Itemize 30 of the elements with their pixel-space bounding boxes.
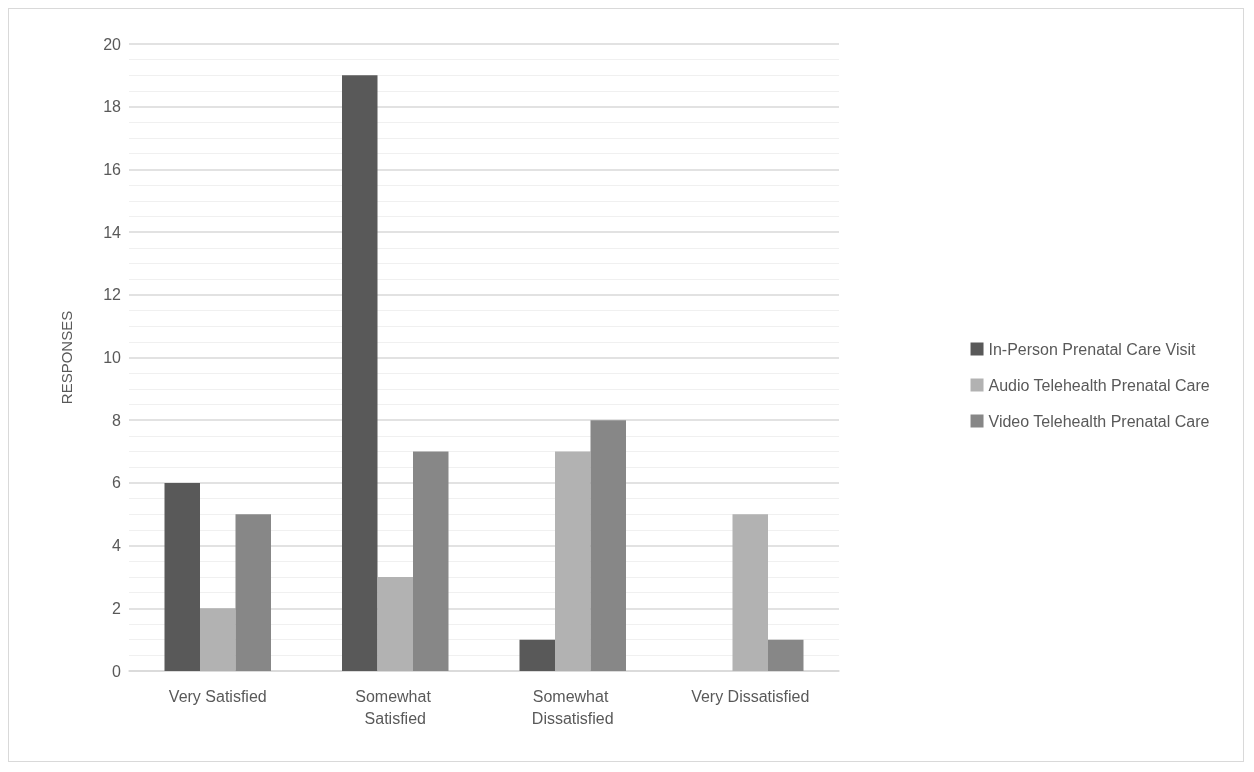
- y-tick-label: 12: [103, 286, 122, 304]
- bar: [200, 608, 236, 671]
- legend-label: Video Telehealth Prenatal Care: [988, 412, 1210, 430]
- x-tick-label: Very Satisfied: [168, 687, 267, 705]
- y-tick-label: 2: [112, 599, 122, 617]
- x-tick-label: Very Dissatisfied: [691, 687, 810, 705]
- y-axis-title: RESPONSES: [58, 310, 75, 405]
- y-tick-label: 10: [103, 349, 122, 366]
- y-tick-label: 20: [103, 35, 122, 53]
- y-tick-label: 4: [112, 537, 122, 555]
- bar: [342, 75, 378, 671]
- legend-label: In-Person Prenatal Care Visit: [988, 340, 1196, 358]
- y-tick-label: 8: [112, 411, 122, 429]
- bar: [413, 451, 449, 671]
- bar: [768, 639, 804, 671]
- bar: [164, 482, 200, 671]
- x-tick-label: Somewhat Satisfied: [355, 687, 436, 727]
- x-tick-label: Somewhat Dissatisfied: [531, 687, 614, 727]
- legend-label: Audio Telehealth Prenatal Care: [988, 376, 1210, 394]
- y-tick-label: 0: [112, 662, 122, 680]
- bar: [732, 514, 768, 671]
- bar: [519, 639, 555, 671]
- y-tick-label: 18: [103, 98, 122, 116]
- y-tick-label: 14: [103, 223, 122, 241]
- bar: [377, 576, 413, 671]
- bar: [590, 420, 626, 671]
- bar: [235, 514, 271, 671]
- y-tick-label: 16: [103, 160, 122, 178]
- bar: [555, 451, 591, 671]
- y-tick-label: 6: [112, 474, 122, 492]
